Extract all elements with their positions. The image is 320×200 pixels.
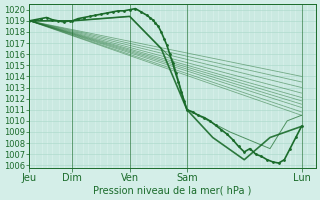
X-axis label: Pression niveau de la mer( hPa ): Pression niveau de la mer( hPa ): [93, 186, 252, 196]
